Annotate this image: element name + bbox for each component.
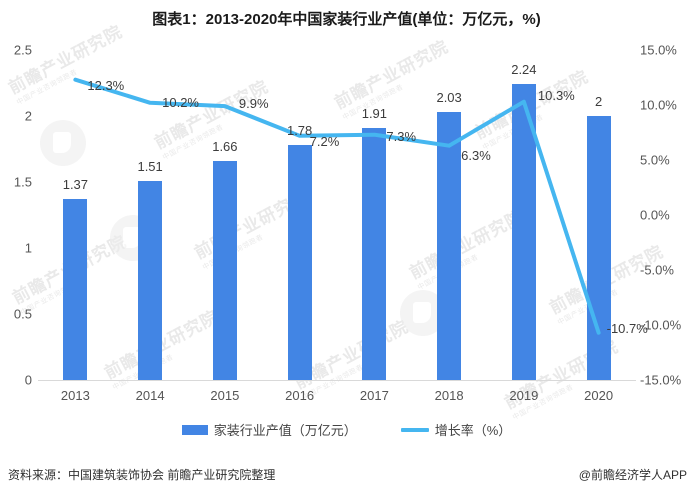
x-axis-tick: 2020 xyxy=(584,388,614,403)
bar-value-label: 2.24 xyxy=(511,62,537,78)
legend-item-bar[interactable]: 家装行业产值（万亿元） xyxy=(181,420,357,439)
line-value-label: 6.3% xyxy=(461,147,491,163)
legend-line-swatch-icon xyxy=(400,427,429,432)
line-value-label: 10.3% xyxy=(537,87,575,103)
bar-2016[interactable] xyxy=(287,145,312,380)
bar-2017[interactable] xyxy=(362,127,387,380)
line-value-label: -10.7% xyxy=(606,320,648,336)
line-value-label: 9.9% xyxy=(238,96,269,112)
legend-item-line[interactable]: 增长率（%） xyxy=(400,420,512,439)
x-axis-labels: 2013 2014 2015 2016 2017 2018 2019 2020 xyxy=(38,388,636,412)
bar-value-label: 1.66 xyxy=(212,138,238,154)
y-axis-right: -15.0% -10.0% -5.0% 0.0% 5.0% 10.0% 15.0% xyxy=(640,44,693,387)
y-axis-right-tick: -15.0% xyxy=(640,372,682,388)
growth-rate-polyline xyxy=(73,77,601,335)
bar-value-label: 1.91 xyxy=(361,105,388,121)
x-axis-tick: 2013 xyxy=(60,388,90,403)
y-axis-left-tick: 2.5 xyxy=(13,42,32,58)
y-axis-right-tick: 5.0% xyxy=(640,152,670,168)
plot-wrapper: 0 0.5 1 1.5 2 2.5 -15.0% -10.0% -5.0% 0.0% 5.0% 10… xyxy=(0,40,693,404)
bar-2018[interactable] xyxy=(437,112,462,380)
x-axis-tick: 2017 xyxy=(359,388,389,403)
y-axis-left-tick: 2 xyxy=(24,108,32,124)
source-text: 资料来源：中国建筑装饰协会 前瞻产业研究院整理 xyxy=(8,468,276,482)
bar-2014[interactable] xyxy=(138,180,163,380)
x-axis-tick: 2016 xyxy=(285,388,315,403)
x-axis-tick: 2015 xyxy=(210,388,240,403)
x-axis-tick: 2019 xyxy=(509,388,539,403)
brand-text: @前瞻经济学人APP xyxy=(578,468,687,482)
growth-rate-line xyxy=(73,77,601,335)
y-axis-left-tick: 0.5 xyxy=(13,306,32,322)
y-axis-right-tick: -10.0% xyxy=(640,317,682,333)
legend-bar-label: 家装行业产值（万亿元） xyxy=(213,423,357,438)
plot-area: 12.3% 10.2% 9.9% 7.2% 7.3% 6.3% 10.3% -10.7% 1.… xyxy=(38,50,648,380)
bar-value-label: 2 xyxy=(595,94,603,109)
y-axis-right-tick: 15.0% xyxy=(640,42,677,58)
bar-2020[interactable] xyxy=(586,116,611,380)
page-title: 图表1：2013-2020年中国家装行业产值(单位：万亿元，%) xyxy=(152,11,541,28)
footer: 资料来源：中国建筑装饰协会 前瞻产业研究院整理 @前瞻经济学人APP xyxy=(0,466,693,486)
y-axis-left-tick: 0 xyxy=(24,372,32,388)
y-axis-left: 0 0.5 1 1.5 2 2.5 xyxy=(0,44,32,387)
bar-2015[interactable] xyxy=(212,160,237,380)
bar-value-label: 1.37 xyxy=(62,177,89,193)
bar-value-label: 1.78 xyxy=(286,123,313,139)
bar-value-label: 1.51 xyxy=(137,158,163,174)
legend-line-label: 增长率（%） xyxy=(434,423,512,438)
chart-legend: 家装行业产值（万亿元） 增长率（%） xyxy=(0,420,693,439)
y-axis-right-tick: 0.0% xyxy=(640,207,670,223)
bar-value-label: 2.03 xyxy=(436,90,462,106)
x-axis-tick: 2014 xyxy=(135,388,165,403)
line-value-label: 7.3% xyxy=(386,128,417,144)
line-value-label: 7.2% xyxy=(309,133,340,149)
bar-2019[interactable] xyxy=(511,84,536,380)
x-axis-tick: 2018 xyxy=(434,388,464,403)
y-axis-left-tick: 1 xyxy=(24,240,32,256)
line-value-label: 10.2% xyxy=(162,94,199,110)
legend-bar-swatch-icon xyxy=(181,424,208,435)
y-axis-right-tick: 10.0% xyxy=(640,97,677,113)
y-axis-left-tick: 1.5 xyxy=(13,174,32,190)
y-axis-right-tick: -5.0% xyxy=(640,262,674,278)
bar-2013[interactable] xyxy=(63,199,88,380)
line-value-label: 12.3% xyxy=(87,77,125,93)
axis-baseline xyxy=(38,380,636,381)
